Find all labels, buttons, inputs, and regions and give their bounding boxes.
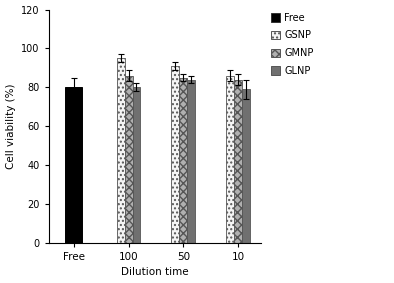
Y-axis label: Cell viability (%): Cell viability (%) bbox=[6, 83, 15, 169]
Bar bbox=[65, 87, 82, 243]
Bar bbox=[188, 80, 195, 243]
Bar bbox=[234, 80, 242, 243]
Legend: Free, GSNP, GMNP, GLNP: Free, GSNP, GMNP, GLNP bbox=[268, 10, 317, 79]
Bar bbox=[132, 87, 141, 243]
Bar bbox=[171, 66, 179, 243]
Bar bbox=[226, 76, 234, 243]
Bar bbox=[117, 58, 125, 243]
Bar bbox=[179, 78, 188, 243]
X-axis label: Dilution time: Dilution time bbox=[121, 267, 188, 277]
Bar bbox=[125, 76, 132, 243]
Bar bbox=[242, 89, 250, 243]
